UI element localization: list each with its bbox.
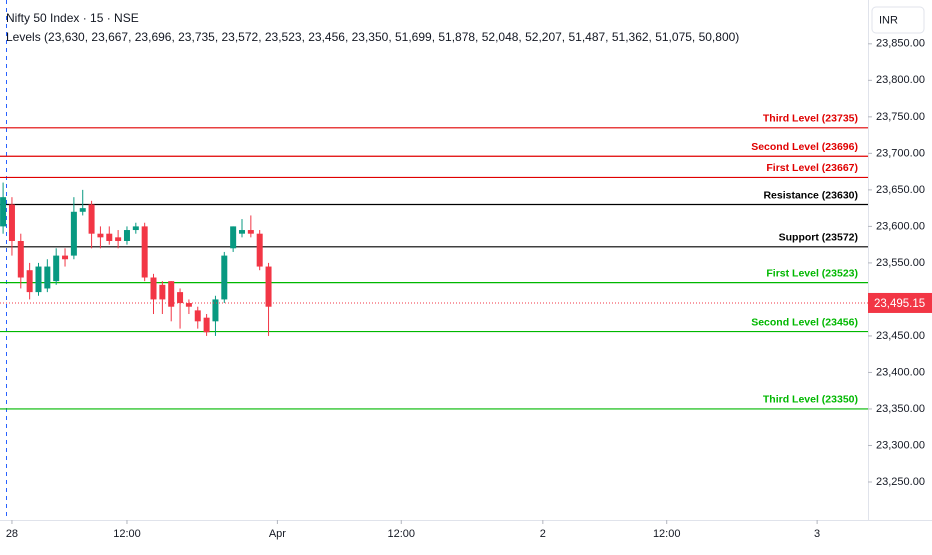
last-price-label: 23,495.15 [874,298,925,310]
y-tick-label: 23,650.00 [876,184,925,196]
x-tick-label: 3 [814,528,820,540]
candle-body [0,197,7,227]
candle-body [185,303,192,307]
level-label: Resistance (23630) [763,189,858,201]
candle-body [238,230,245,234]
level-label: First Level (23667) [766,162,858,174]
level-label: Support (23572) [779,232,858,244]
y-tick-label: 23,800.00 [876,74,925,86]
y-tick-label: 23,400.00 [876,366,925,378]
candle-body [203,317,210,333]
level-label: Second Level (23456) [751,316,858,328]
candle-body [35,266,42,293]
candle-body [97,233,104,238]
level-label: Second Level (23696) [751,141,858,153]
candle-body [26,270,33,293]
x-tick-label: 12:00 [653,528,681,540]
candle-body [141,226,148,278]
candle-body [265,266,272,307]
candle-body [230,226,237,249]
candle-body [212,299,219,322]
level-label: Third Level (23350) [763,394,858,406]
candle-body [115,237,122,241]
y-tick-label: 23,700.00 [876,147,925,159]
y-tick-label: 23,600.00 [876,220,925,232]
candle-body [168,281,175,307]
indicator-label: Levels (23,630, 23,667, 23,696, 23,735, … [6,30,739,44]
candle-body [70,211,77,256]
x-tick-label: 12:00 [387,528,415,540]
x-tick-label: 28 [6,528,18,540]
y-tick-label: 23,250.00 [876,476,925,488]
x-tick-label: Apr [269,528,286,540]
y-tick-label: 23,550.00 [876,257,925,269]
y-tick-label: 23,300.00 [876,439,925,451]
candle-body [53,255,60,282]
x-tick-label: 12:00 [113,528,141,540]
y-tick-label: 23,350.00 [876,403,925,415]
level-label: First Level (23523) [766,267,858,279]
candle-body [79,208,86,212]
candle-body [247,230,254,234]
y-tick-label: 23,750.00 [876,111,925,123]
x-tick-label: 2 [540,528,546,540]
candle-body [177,292,184,304]
currency-box[interactable] [871,6,925,34]
y-tick-label: 23,450.00 [876,330,925,342]
candle-body [159,284,166,300]
currency-label[interactable]: INR [879,14,898,26]
candle-body [221,255,228,300]
candle-body [123,230,130,241]
candle-body [88,204,95,234]
candle-body [8,204,15,241]
plot: 23,250.00 23,300.00 23,350.00 23,400.00 23,4… [0,38,932,540]
candle-body [150,277,157,300]
candle-body [62,255,69,260]
last-price-box [868,292,932,313]
candle-body [44,266,51,289]
candle-body [256,233,263,267]
candle-body [106,233,113,241]
candle-body [194,310,201,322]
candle-body [132,226,139,231]
y-tick-label: 23,850.00 [876,38,925,50]
candle-body [17,240,24,278]
level-label: Third Level (23735) [763,113,858,125]
chart-title: Nifty 50 Index · 15 · NSE [6,11,139,25]
